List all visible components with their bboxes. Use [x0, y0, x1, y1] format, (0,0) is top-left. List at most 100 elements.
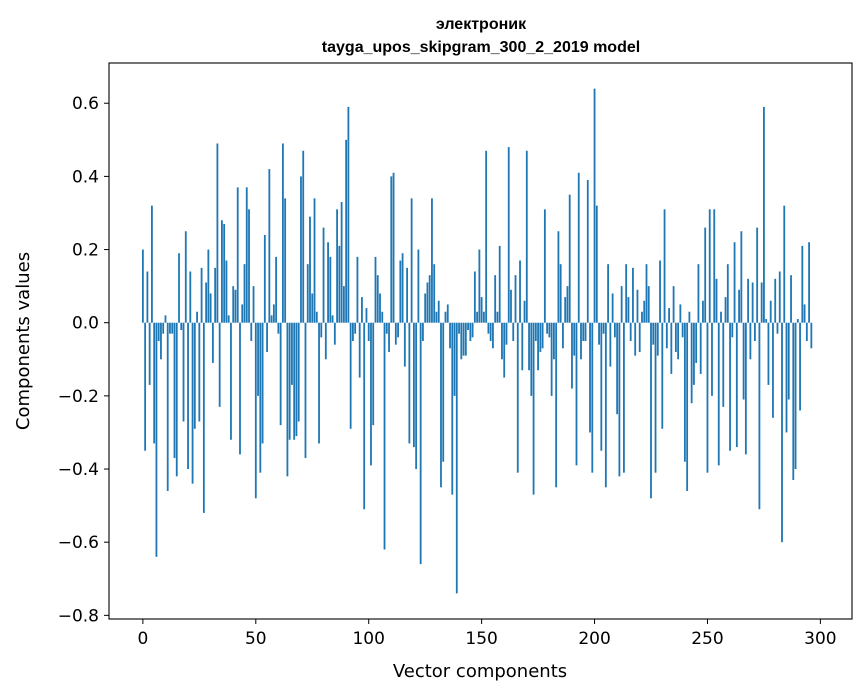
bar-249: [704, 227, 707, 323]
bar-42: [236, 187, 239, 323]
bar-256: [720, 311, 722, 323]
bar-170: [525, 150, 528, 323]
bar-49: [252, 286, 255, 323]
bar-279: [772, 322, 774, 418]
bar-217: [632, 267, 634, 323]
bar-63: [284, 198, 287, 323]
bar-71: [302, 150, 305, 323]
bar-110: [390, 176, 393, 323]
bar-85: [333, 322, 336, 345]
bar-22: [191, 322, 194, 484]
bar-288: [792, 322, 795, 480]
bars-group: [141, 88, 813, 594]
bar-119: [410, 198, 413, 323]
bar-201: [595, 205, 598, 323]
bar-112: [394, 322, 397, 345]
bar-132: [440, 322, 442, 488]
chart-subtitle: tayga_upos_skipgram_300_2_2019 model: [322, 39, 640, 56]
bar-15: [175, 322, 178, 477]
bar-283: [781, 322, 783, 543]
y-axis-label: Components values: [13, 252, 34, 430]
bar-206: [607, 264, 609, 323]
bar-5: [153, 322, 156, 444]
bar-145: [469, 322, 472, 341]
bar-188: [566, 286, 569, 323]
bar-57: [270, 315, 273, 323]
bar-139: [455, 322, 458, 594]
bar-92: [349, 322, 352, 429]
bar-47: [248, 209, 250, 323]
bar-160: [503, 322, 506, 378]
bar-150: [480, 297, 483, 323]
bar-27: [202, 322, 205, 513]
bar-69: [297, 322, 300, 422]
bar-271: [753, 322, 756, 341]
bar-221: [641, 311, 643, 323]
bar-225: [650, 322, 652, 499]
bar-41: [234, 289, 237, 323]
bar-203: [600, 322, 603, 451]
bar-98: [363, 322, 366, 510]
chart-title: электроник: [436, 16, 527, 33]
bar-184: [557, 231, 560, 323]
x-tick-label: 0: [137, 629, 148, 649]
bar-274: [760, 282, 763, 323]
bar-28: [205, 282, 208, 323]
bar-186: [562, 322, 564, 349]
bar-272: [756, 227, 759, 323]
bar-244: [693, 322, 695, 385]
bar-31: [211, 322, 214, 363]
bar-38: [227, 315, 230, 323]
bar-237: [677, 322, 680, 360]
bar-187: [564, 297, 567, 323]
bar-267: [744, 322, 747, 455]
bar-108: [385, 322, 388, 334]
bar-273: [758, 322, 761, 510]
bar-193: [577, 172, 580, 323]
bar-146: [471, 322, 474, 338]
bar-209: [613, 322, 616, 338]
bar-36: [223, 223, 226, 323]
bar-287: [790, 275, 792, 323]
bar-10: [164, 315, 167, 323]
bar-154: [489, 322, 492, 341]
bar-55: [266, 322, 268, 352]
y-axis: −0.8 −0.6 −0.4 −0.2 0.0 0.2 0.4 0.6: [58, 94, 109, 626]
bar-281: [776, 322, 779, 334]
bar-194: [580, 322, 582, 360]
bar-197: [586, 180, 589, 323]
y-tick-label: −0.4: [58, 460, 99, 480]
bar-73: [306, 264, 309, 323]
bar-264: [738, 289, 740, 323]
bar-266: [742, 322, 745, 400]
bar-129: [433, 264, 436, 323]
bar-205: [604, 322, 607, 488]
bar-107: [383, 322, 386, 550]
bar-39: [230, 322, 232, 440]
bar-7: [157, 322, 160, 341]
bar-46: [245, 187, 248, 323]
bar-82: [327, 242, 329, 323]
bar-14: [173, 322, 176, 459]
bar-83: [329, 256, 332, 323]
bar-3: [148, 322, 151, 385]
bar-199: [591, 322, 594, 473]
bar-131: [437, 300, 440, 323]
x-tick-label: 300: [804, 629, 836, 649]
bar-277: [767, 322, 770, 385]
bar-219: [636, 289, 639, 323]
bar-137: [451, 322, 454, 495]
bar-75: [311, 293, 314, 323]
bar-86: [336, 209, 338, 323]
bar-21: [189, 271, 192, 323]
bar-179: [546, 322, 549, 334]
bar-134: [444, 311, 447, 323]
bar-200: [593, 88, 596, 323]
bar-143: [464, 322, 467, 356]
bar-142: [462, 322, 465, 356]
y-tick-label: 0.0: [72, 314, 99, 334]
bar-276: [765, 319, 768, 323]
bar-45: [243, 264, 246, 323]
bar-128: [431, 198, 433, 323]
bar-169: [523, 300, 526, 323]
